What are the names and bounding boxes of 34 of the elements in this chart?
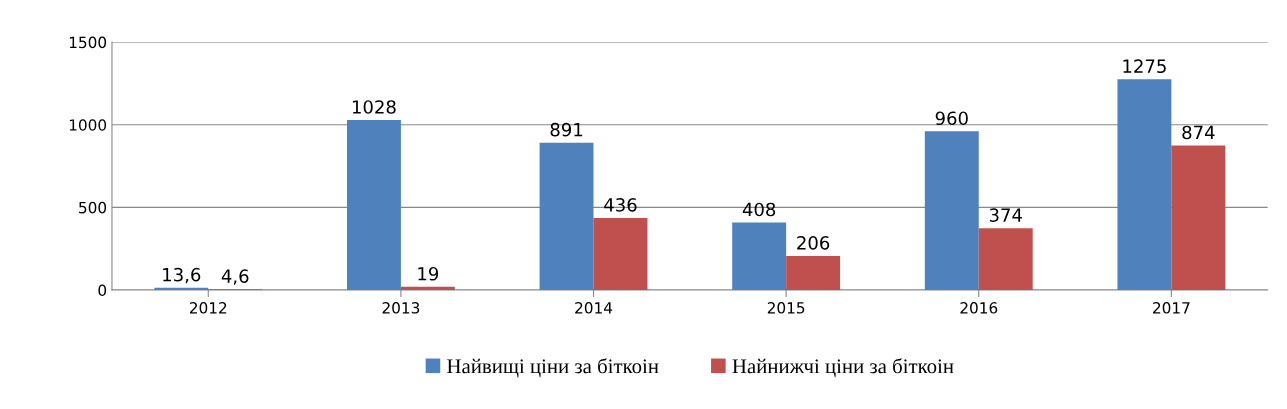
bar xyxy=(978,228,1033,290)
y-tick-label: 500 xyxy=(79,201,107,214)
data-label: 19 xyxy=(418,266,439,281)
data-label: 206 xyxy=(797,236,830,250)
data-label: 436 xyxy=(604,198,637,212)
bar xyxy=(1117,79,1172,290)
x-tick-label: 2017 xyxy=(1153,302,1190,314)
y-tick-label: 1000 xyxy=(69,119,107,131)
data-label: 13,6 xyxy=(163,267,201,284)
data-label: 960 xyxy=(935,111,968,126)
bar xyxy=(400,286,455,290)
bar xyxy=(732,222,787,290)
bar xyxy=(346,120,401,290)
data-label: 1275 xyxy=(1123,59,1166,74)
x-tick-label: 2015 xyxy=(767,302,805,314)
legend-label: Найнижчі ціни за біткоін xyxy=(732,358,954,378)
bar xyxy=(1171,145,1226,290)
x-tick-label: 2014 xyxy=(575,302,613,314)
x-tick-label: 2016 xyxy=(960,302,998,314)
y-tick-label: 0 xyxy=(98,284,107,296)
legend-label: Найвищі ціни за біткоін xyxy=(447,358,659,378)
x-tick-label: 2013 xyxy=(382,302,420,314)
data-label: 1028 xyxy=(352,100,396,114)
bar xyxy=(593,217,648,290)
data-label: 874 xyxy=(1182,125,1215,140)
bar xyxy=(786,255,841,290)
data-label: 891 xyxy=(550,122,583,137)
y-tick-label: 1500 xyxy=(69,36,107,49)
data-label: 374 xyxy=(989,208,1022,222)
data-label: 4,6 xyxy=(221,269,249,285)
bar xyxy=(924,131,979,290)
x-tick-label: 2012 xyxy=(189,302,227,314)
data-label: 408 xyxy=(742,202,776,217)
bar xyxy=(539,142,594,290)
